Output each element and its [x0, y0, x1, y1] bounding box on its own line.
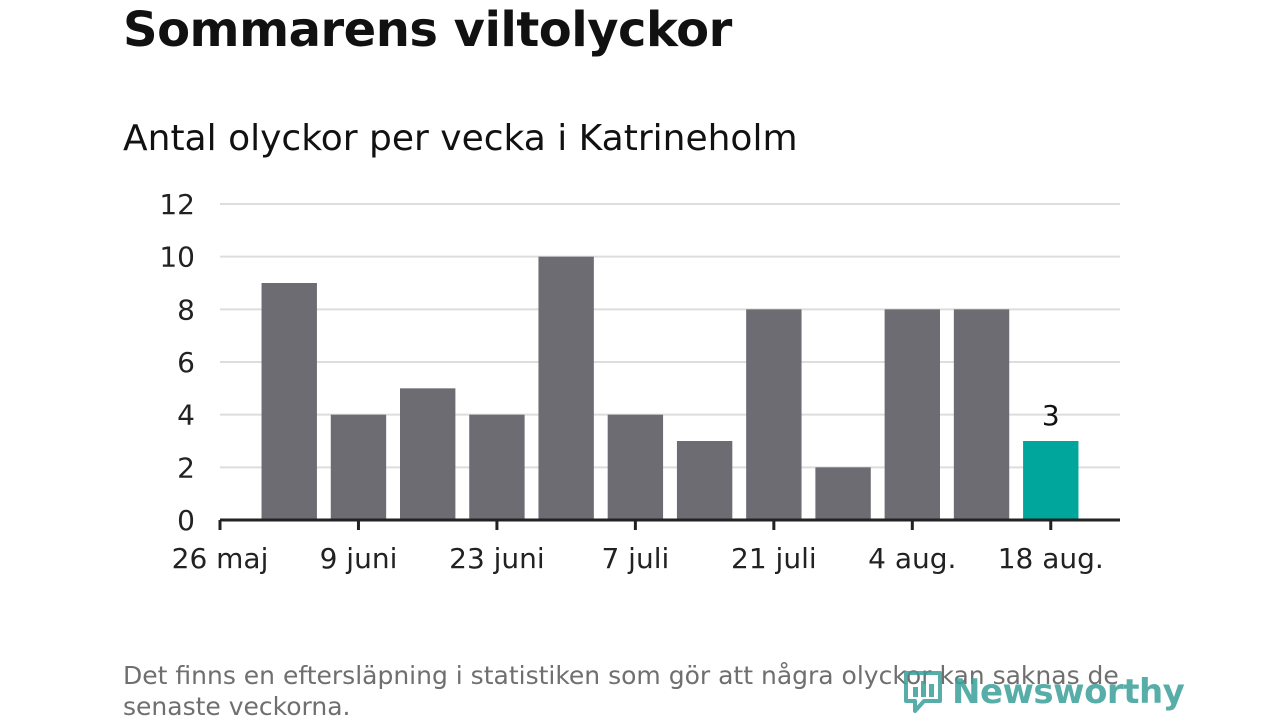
brand-logo: Newsworthy	[902, 670, 1185, 714]
brand-name: Newsworthy	[952, 672, 1185, 712]
bar	[607, 414, 664, 520]
bar	[676, 441, 733, 520]
y-tick-label: 0	[177, 504, 195, 537]
chart-title: Sommarens viltolyckor	[123, 2, 732, 58]
bar-chart: 0 2 4 6 8 10 12 3 26 maj 9 juni 23 juni 7 juli 21 ju…	[159, 188, 1120, 575]
bar	[261, 283, 317, 520]
x-tick-label: 23 juni	[449, 542, 545, 575]
bar	[400, 388, 456, 520]
newsworthy-logo-icon	[904, 671, 942, 713]
x-tick-label: 7 juli	[601, 542, 669, 575]
y-tick-label: 4	[177, 399, 195, 432]
bar	[815, 467, 871, 520]
bar	[746, 309, 802, 520]
y-tick-label: 6	[177, 346, 195, 379]
bar	[469, 414, 525, 520]
bar-highlight	[1023, 441, 1079, 520]
x-tick-label: 21 juli	[731, 542, 817, 575]
chart-subtitle: Antal olyckor per vecka i Katrineholm	[123, 118, 798, 159]
y-tick-label: 12	[159, 188, 195, 221]
y-tick-label: 8	[177, 293, 195, 326]
x-tick-label: 18 aug.	[998, 542, 1104, 575]
y-tick-label: 10	[159, 241, 195, 274]
x-tick-label: 9 juni	[320, 542, 398, 575]
x-tick-label: 26 maj	[172, 542, 269, 575]
x-tick-label: 4 aug.	[868, 542, 956, 575]
bar	[884, 309, 940, 520]
bar	[538, 256, 594, 520]
bar	[953, 309, 1010, 520]
data-label: 3	[1042, 399, 1060, 432]
y-tick-label: 2	[177, 451, 195, 484]
bar	[330, 414, 387, 520]
footnote: Det finns en eftersläpning i statistiken…	[123, 661, 1119, 721]
